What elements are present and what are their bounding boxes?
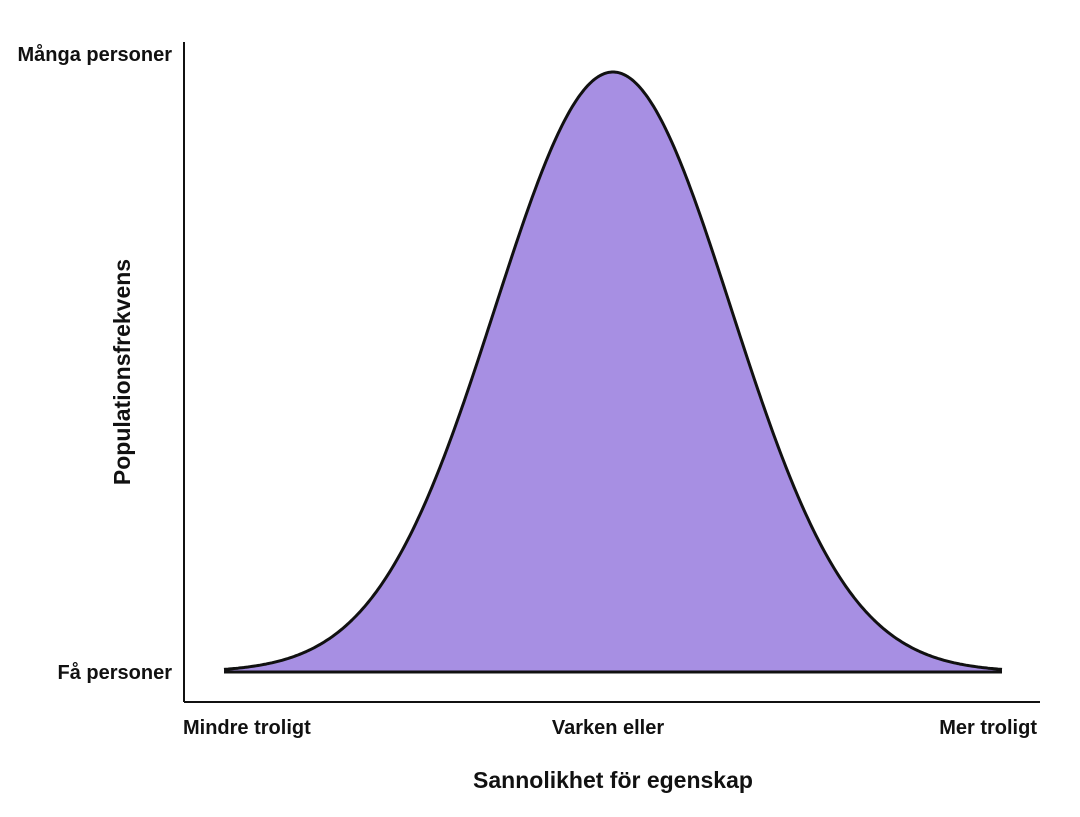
x-tick-label-middle: Varken eller xyxy=(552,717,665,739)
x-tick-label-right: Mer troligt xyxy=(939,717,1037,739)
x-tick-label-left: Mindre troligt xyxy=(183,717,311,739)
y-tick-label-top: Många personer xyxy=(18,43,173,66)
plot-area xyxy=(223,70,1003,674)
distribution-area xyxy=(224,72,1002,672)
x-axis-title: Sannolikhet för egenskap xyxy=(473,767,753,793)
distribution-curve xyxy=(223,70,1003,671)
y-axis-title: Populationsfrekvens xyxy=(109,259,135,485)
y-tick-label-bottom: Få personer xyxy=(58,661,173,684)
